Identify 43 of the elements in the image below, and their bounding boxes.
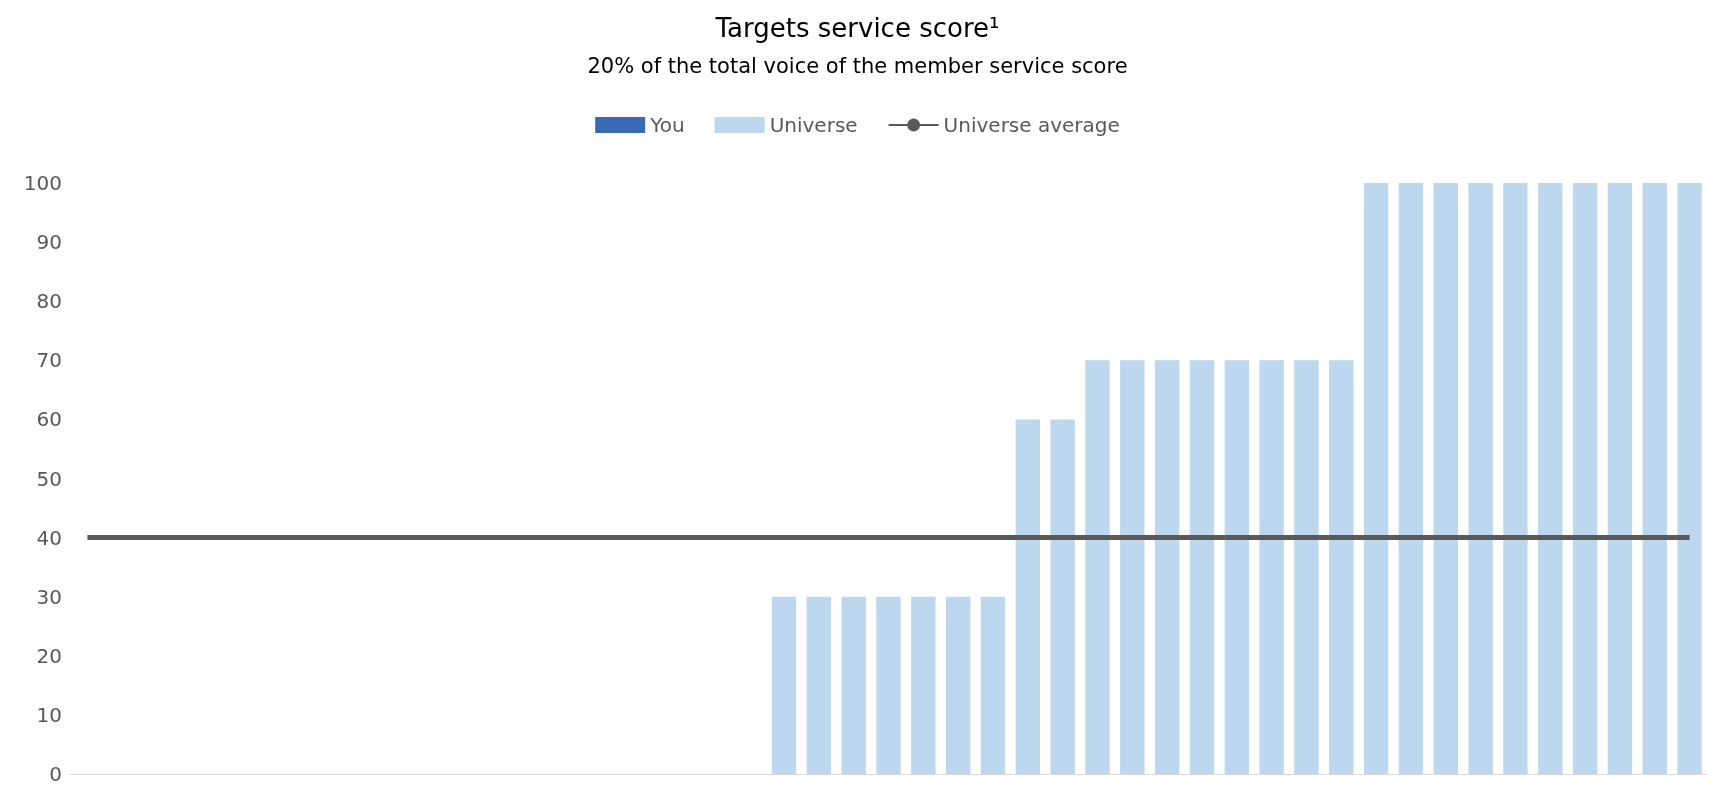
bar [1468, 183, 1493, 774]
bar [1224, 360, 1249, 774]
y-tick-label: 60 [36, 407, 62, 432]
bar [1154, 360, 1180, 774]
y-tick-label: 10 [36, 702, 62, 727]
bar [1363, 183, 1389, 774]
bar [980, 596, 1006, 774]
y-tick-label: 40 [36, 525, 62, 550]
bar [876, 596, 901, 774]
bar [1433, 183, 1458, 774]
bar [1294, 360, 1319, 774]
chart-title: Targets service score¹ [714, 13, 1000, 43]
bar [945, 596, 971, 774]
bar [1329, 360, 1354, 774]
y-tick-label: 80 [36, 289, 62, 314]
bar [1050, 419, 1075, 774]
bar [1015, 419, 1041, 774]
y-tick-label: 0 [49, 762, 62, 786]
legend-label: Universe average [943, 113, 1120, 137]
bar [841, 596, 866, 774]
bar [911, 596, 936, 774]
bar [1572, 183, 1598, 774]
bar [1189, 360, 1215, 774]
bar [1642, 183, 1667, 774]
bar [1120, 360, 1145, 774]
y-tick-label: 30 [36, 584, 62, 609]
y-tick-label: 50 [36, 466, 62, 491]
bar [1398, 183, 1424, 774]
y-tick-label: 100 [23, 171, 62, 195]
y-tick-label: 20 [36, 643, 62, 668]
bar [1503, 183, 1528, 774]
bar [1607, 183, 1633, 774]
bar [1677, 183, 1702, 774]
y-tick-label: 70 [36, 348, 62, 373]
bar [1259, 360, 1284, 774]
legend-label: You [649, 113, 685, 137]
bar [771, 596, 797, 774]
chart-subtitle: 20% of the total voice of the member service score [587, 53, 1128, 78]
y-tick-label: 90 [36, 230, 62, 255]
bar [1085, 360, 1110, 774]
bar [806, 596, 832, 774]
legend-label: Universe [769, 113, 858, 137]
bar [1538, 183, 1563, 774]
